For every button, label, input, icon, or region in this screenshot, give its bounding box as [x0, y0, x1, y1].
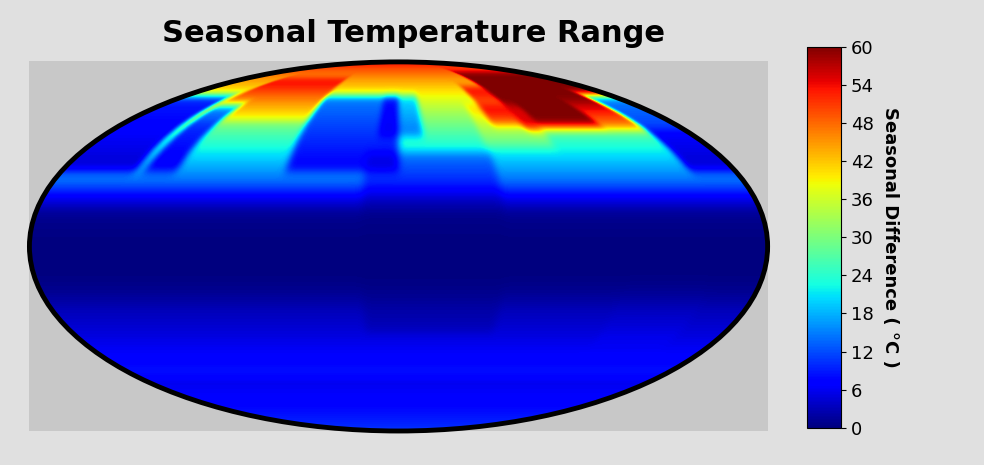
Text: Seasonal Temperature Range: Seasonal Temperature Range [161, 19, 665, 47]
Ellipse shape [30, 62, 768, 431]
Y-axis label: Seasonal Difference ( °C ): Seasonal Difference ( °C ) [881, 107, 899, 367]
